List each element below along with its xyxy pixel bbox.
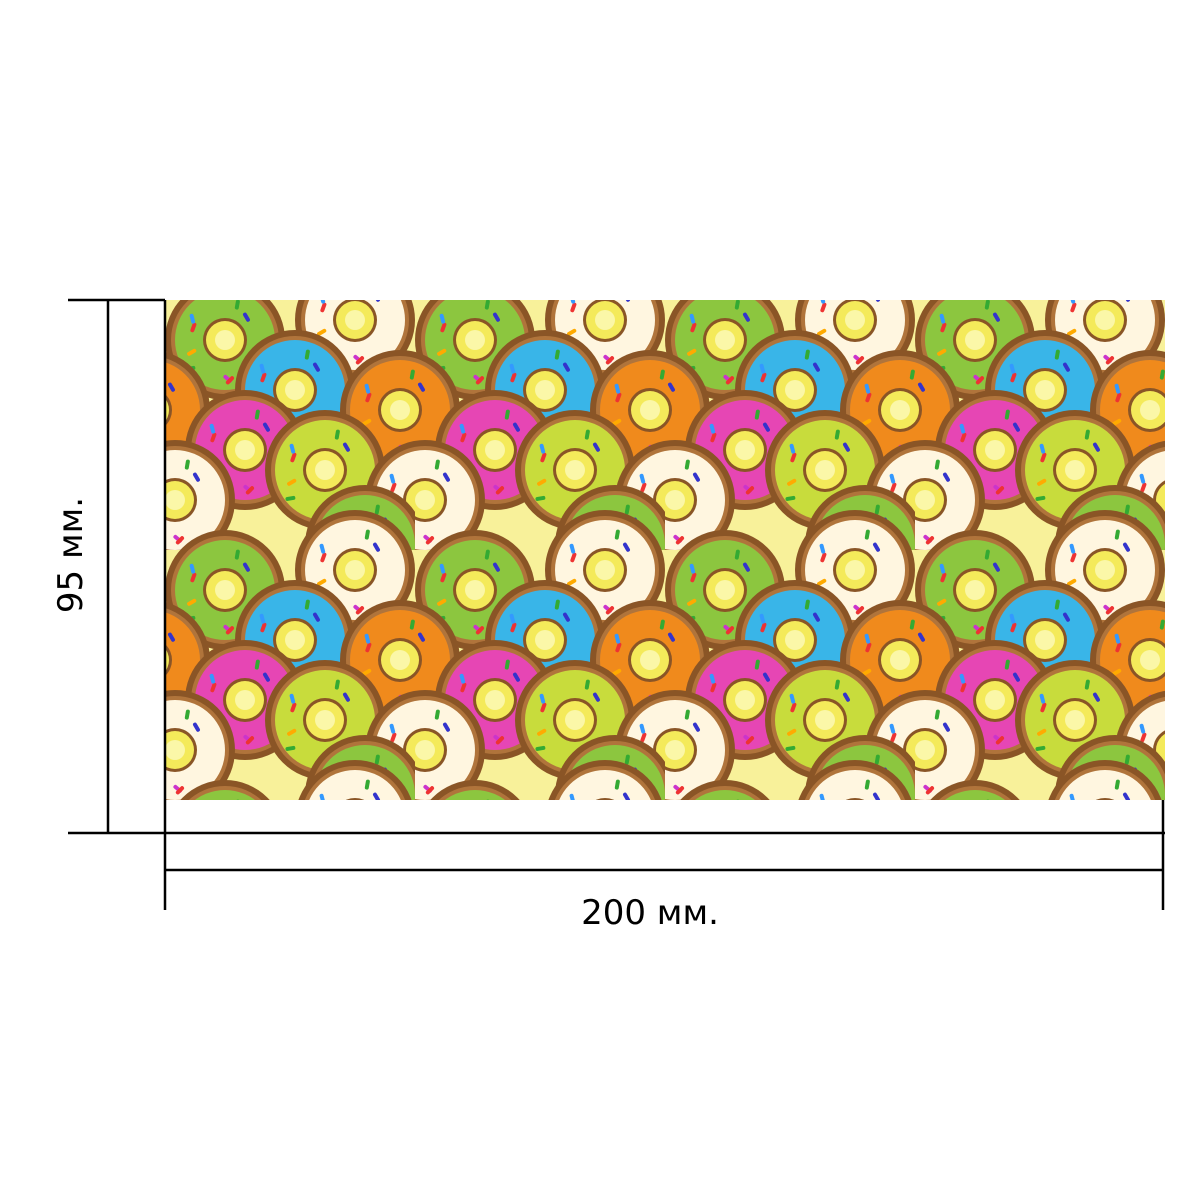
width-label: 200 мм. <box>581 893 719 933</box>
height-label: 95 мм. <box>51 497 91 613</box>
donut-pattern <box>165 300 1165 800</box>
